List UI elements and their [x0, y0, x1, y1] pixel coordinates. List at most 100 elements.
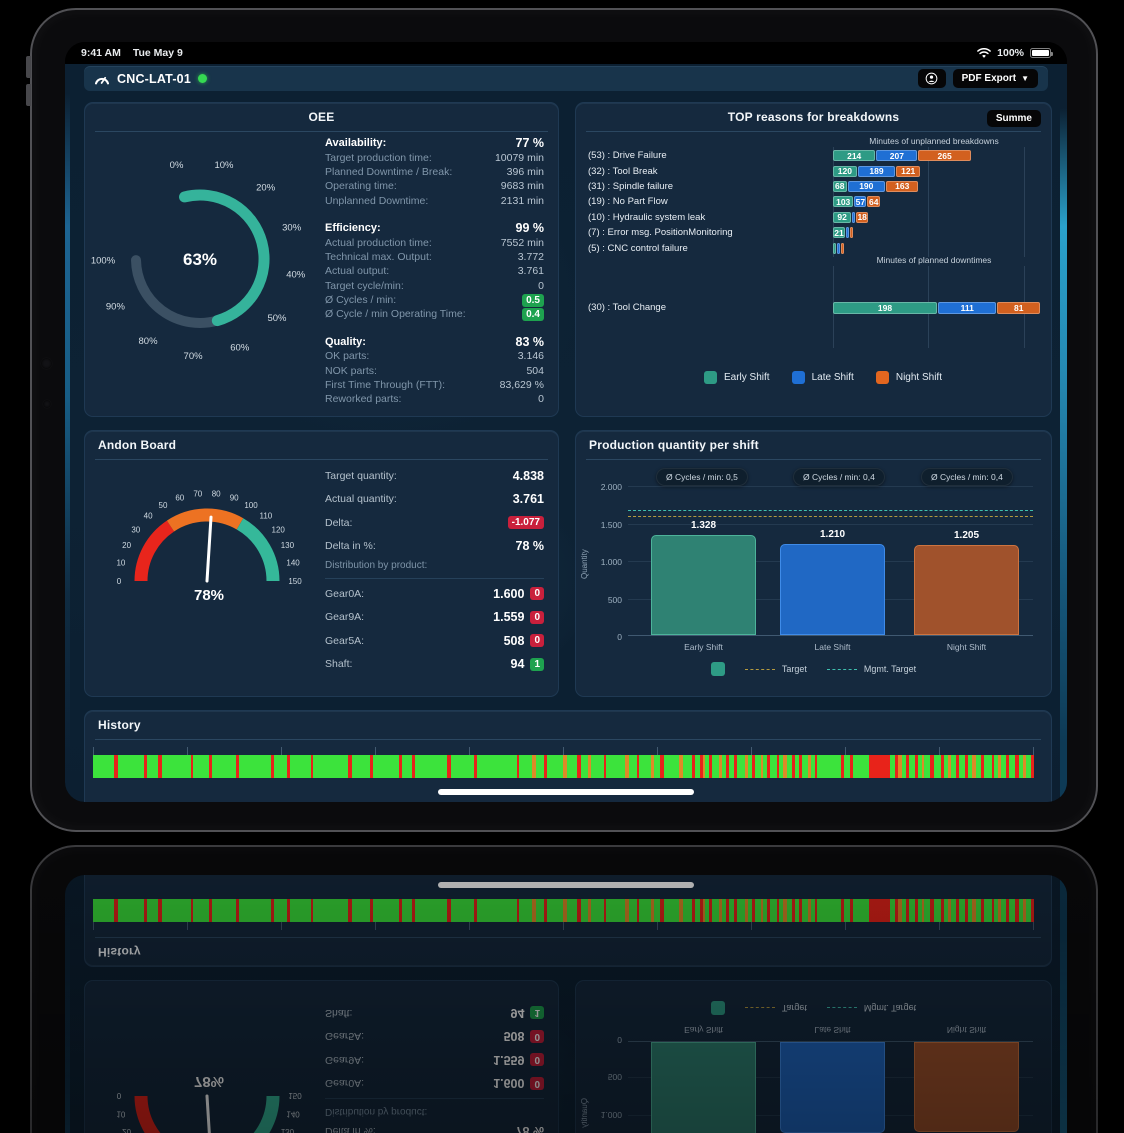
x-tick-label: Late Shift [814, 642, 851, 652]
metric-row: Unplanned Downtime: 2131 min [325, 194, 544, 208]
history-segment [628, 755, 637, 778]
summe-button[interactable]: Summe [986, 110, 1041, 127]
breakdown-bar-segment [846, 227, 849, 239]
history-segment [193, 755, 210, 778]
history-segment [711, 755, 719, 778]
history-segment [817, 755, 842, 778]
svg-text:90: 90 [230, 493, 239, 502]
breakdown-bar: 198 111 81 [832, 301, 1041, 314]
metric-value: 83,629 % [499, 379, 544, 392]
history-segment [1031, 755, 1034, 778]
history-segment [286, 755, 290, 778]
legend-item: Mgmt. Target [826, 664, 916, 674]
product-quantity: 508 [503, 633, 525, 648]
cycles-per-min-badge: Ø Cycles / min: 0,4 [793, 468, 885, 486]
history-segment [347, 755, 352, 778]
production-plot-area: 1.328 1.210 1.205 [628, 486, 1033, 636]
history-segment [603, 755, 607, 778]
product-value: 508 0 [504, 634, 544, 648]
svg-text:130: 130 [281, 541, 295, 550]
legend-label: Late Shift [811, 372, 854, 383]
metric-row: Planned Downtime / Break: 396 min [325, 165, 544, 179]
history-segment [853, 755, 869, 778]
history-segment [606, 755, 625, 778]
bar-value-label: 1.328 [690, 520, 717, 532]
history-segment [801, 755, 809, 778]
product-status-badge: 0 [530, 587, 544, 601]
product-row: Gear5A: 508 0 [325, 629, 544, 653]
metric-row: Target cycle/min: 0 [325, 279, 544, 293]
user-button[interactable] [917, 69, 946, 88]
svg-text:70: 70 [193, 489, 202, 498]
history-segment [519, 755, 533, 778]
gridline [628, 523, 1033, 525]
history-title: History [98, 718, 141, 732]
metric-row: First Time Through (FTT): 83,629 % [325, 378, 544, 392]
y-tick-label: 500 [607, 594, 622, 605]
metric-label: Availability: [325, 137, 387, 150]
history-segment [239, 755, 272, 778]
chevron-down-icon: ▼ [1021, 74, 1029, 83]
history-segment [998, 755, 1001, 778]
history-segment [577, 755, 582, 778]
breakdown-bar: 214 207 265 [833, 150, 972, 162]
breakdown-row: (32) : Tool Break 120 189 121 [588, 163, 1041, 178]
breakdown-bar [833, 242, 845, 254]
app-logo-gauge-icon [94, 73, 110, 85]
history-segment [372, 755, 400, 778]
history-segment [792, 755, 796, 778]
svg-text:100%: 100% [91, 256, 116, 267]
product-status-badge: 0 [530, 610, 544, 624]
bar-value-label: 1.205 [953, 529, 980, 541]
production-title: Production quantity per shift [589, 438, 759, 452]
history-segment [401, 755, 413, 778]
breakdown-bar-segment: 18 [856, 211, 869, 223]
home-indicator[interactable] [438, 789, 694, 795]
history-segment [1025, 755, 1032, 778]
history-segment [991, 755, 995, 778]
metric-label: Reworked parts: [325, 393, 402, 406]
mgmt-target-dash-sample [826, 668, 857, 670]
metric-label: Ø Cycles / min: [325, 294, 397, 307]
metric-label: First Time Through (FTT): [325, 379, 445, 392]
history-segment [929, 755, 934, 778]
metric-label: Target cycle/min: [325, 279, 404, 292]
divider [95, 739, 1041, 740]
history-segment [709, 755, 712, 778]
history-segment [562, 755, 567, 778]
svg-text:110: 110 [260, 512, 273, 521]
breakdown-bar-segment: 121 [896, 165, 921, 177]
breakdown-bar: 103 57 64 [833, 196, 881, 208]
history-segment [147, 755, 158, 778]
product-value: 94 1 [511, 657, 544, 671]
breakdown-bar-segment: 57 [854, 196, 867, 208]
history-segment [908, 755, 916, 778]
metric-value: 3.772 [517, 250, 544, 263]
history-segment [536, 755, 545, 778]
history-segment [651, 755, 654, 778]
metric-label: Efficiency: [325, 222, 381, 235]
svg-text:20: 20 [122, 1127, 131, 1133]
breakdown-reason-label: (32) : Tool Break [588, 165, 658, 177]
metric-label: Technical max. Output: [325, 250, 432, 263]
history-segment [718, 755, 723, 778]
andon-row: Actual quantity: 3.761 [325, 488, 544, 512]
breakdown-bar-segment [850, 227, 853, 239]
svg-text:40%: 40% [286, 270, 306, 281]
svg-text:60%: 60% [230, 342, 250, 353]
pdf-export-button[interactable]: PDF Export ▼ [952, 69, 1038, 88]
svg-text:0: 0 [117, 1091, 122, 1100]
andon-value: 78 % [515, 539, 545, 554]
history-segment [994, 755, 999, 778]
battery-percent: 100% [997, 47, 1024, 59]
history-segment [351, 755, 371, 778]
breakdown-bar: 92 18 [833, 211, 869, 223]
breakdown-row: (30) : Tool Change 198 111 81 [588, 300, 1041, 315]
svg-text:50%: 50% [267, 313, 287, 324]
production-bar [780, 544, 885, 635]
legend-item: Early Shift [704, 371, 770, 384]
breakdown-bar-segment [852, 211, 856, 223]
history-segment [144, 755, 148, 778]
breakdown-reason-label: (5) : CNC control failure [588, 242, 688, 254]
